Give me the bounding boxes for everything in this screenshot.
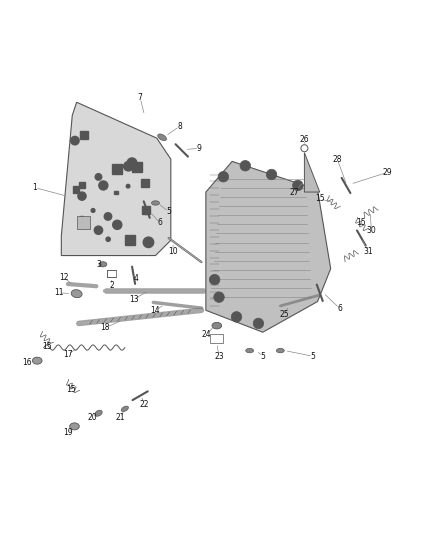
Text: 3: 3 xyxy=(96,260,101,269)
Text: 15: 15 xyxy=(357,218,366,227)
Text: 14: 14 xyxy=(151,306,160,315)
Bar xyxy=(73,187,79,193)
Circle shape xyxy=(266,169,277,180)
Text: 9: 9 xyxy=(197,144,202,153)
Bar xyxy=(79,182,85,188)
Circle shape xyxy=(78,192,86,200)
Text: 31: 31 xyxy=(363,247,373,256)
Text: 15: 15 xyxy=(315,194,325,203)
Bar xyxy=(132,162,142,172)
Circle shape xyxy=(214,292,224,302)
Ellipse shape xyxy=(212,322,222,329)
Text: 28: 28 xyxy=(332,155,342,164)
Text: 6: 6 xyxy=(337,304,342,313)
Circle shape xyxy=(130,165,134,170)
Ellipse shape xyxy=(95,410,102,416)
Ellipse shape xyxy=(152,201,159,205)
Circle shape xyxy=(124,161,133,171)
Text: 25: 25 xyxy=(279,310,289,319)
Text: 1: 1 xyxy=(33,183,37,192)
Circle shape xyxy=(127,158,137,168)
Text: 21: 21 xyxy=(116,413,125,422)
Text: 5: 5 xyxy=(311,352,316,361)
Circle shape xyxy=(95,174,102,180)
Circle shape xyxy=(71,136,79,145)
Text: 23: 23 xyxy=(214,352,224,361)
Circle shape xyxy=(143,237,154,247)
Circle shape xyxy=(99,181,108,190)
Text: 26: 26 xyxy=(300,135,309,144)
Ellipse shape xyxy=(32,357,42,364)
Text: 18: 18 xyxy=(100,324,110,332)
Text: 16: 16 xyxy=(22,358,32,367)
Text: 13: 13 xyxy=(129,295,138,304)
Polygon shape xyxy=(61,102,171,255)
Text: 5: 5 xyxy=(260,352,265,361)
Polygon shape xyxy=(77,216,90,229)
Circle shape xyxy=(143,208,149,214)
Circle shape xyxy=(209,274,220,285)
Circle shape xyxy=(231,312,242,322)
Ellipse shape xyxy=(246,349,254,353)
Text: 15: 15 xyxy=(42,342,52,351)
Text: 12: 12 xyxy=(59,273,68,282)
Text: 17: 17 xyxy=(63,350,73,359)
Circle shape xyxy=(218,172,229,182)
Ellipse shape xyxy=(99,262,107,267)
Circle shape xyxy=(106,237,110,241)
Text: 19: 19 xyxy=(63,429,73,438)
Bar xyxy=(114,191,118,195)
Text: 11: 11 xyxy=(54,288,64,297)
Text: 22: 22 xyxy=(140,400,149,409)
Ellipse shape xyxy=(276,349,284,353)
Text: 2: 2 xyxy=(110,281,114,290)
Text: 4: 4 xyxy=(133,274,138,283)
Ellipse shape xyxy=(158,134,166,141)
Bar xyxy=(80,131,88,139)
Circle shape xyxy=(113,220,122,229)
Text: 7: 7 xyxy=(138,93,143,102)
Text: 29: 29 xyxy=(383,168,392,177)
Text: 5: 5 xyxy=(166,207,171,216)
Bar xyxy=(142,206,150,214)
Text: 27: 27 xyxy=(290,188,299,197)
Ellipse shape xyxy=(121,406,128,411)
Text: 8: 8 xyxy=(177,122,182,131)
Circle shape xyxy=(91,208,95,212)
Text: 10: 10 xyxy=(168,247,178,256)
Text: 30: 30 xyxy=(367,226,376,235)
Circle shape xyxy=(293,180,303,191)
Bar xyxy=(80,216,83,220)
Bar xyxy=(112,164,122,174)
Polygon shape xyxy=(304,152,320,192)
Text: 24: 24 xyxy=(202,330,212,339)
Circle shape xyxy=(126,184,130,188)
Text: 15: 15 xyxy=(66,385,76,394)
Polygon shape xyxy=(206,161,331,332)
Text: 6: 6 xyxy=(157,218,162,227)
Ellipse shape xyxy=(71,289,82,297)
Bar xyxy=(141,179,149,187)
Circle shape xyxy=(240,160,251,171)
Circle shape xyxy=(104,213,112,220)
Circle shape xyxy=(253,318,264,329)
Text: 20: 20 xyxy=(87,413,97,422)
Ellipse shape xyxy=(70,423,79,430)
Bar xyxy=(125,235,135,245)
Circle shape xyxy=(94,226,102,235)
